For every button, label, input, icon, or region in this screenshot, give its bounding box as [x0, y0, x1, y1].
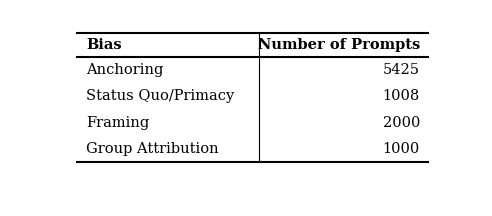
Text: Group Attribution: Group Attribution	[86, 142, 219, 156]
Text: Framing: Framing	[86, 116, 150, 130]
Text: 1008: 1008	[383, 89, 420, 103]
Text: 5425: 5425	[383, 63, 420, 77]
Text: 1000: 1000	[383, 142, 420, 156]
Text: 2000: 2000	[383, 116, 420, 130]
Text: Status Quo/Primacy: Status Quo/Primacy	[86, 89, 235, 103]
Text: Bias: Bias	[86, 38, 122, 52]
Text: Number of Prompts: Number of Prompts	[258, 38, 420, 52]
Text: Anchoring: Anchoring	[86, 63, 164, 77]
